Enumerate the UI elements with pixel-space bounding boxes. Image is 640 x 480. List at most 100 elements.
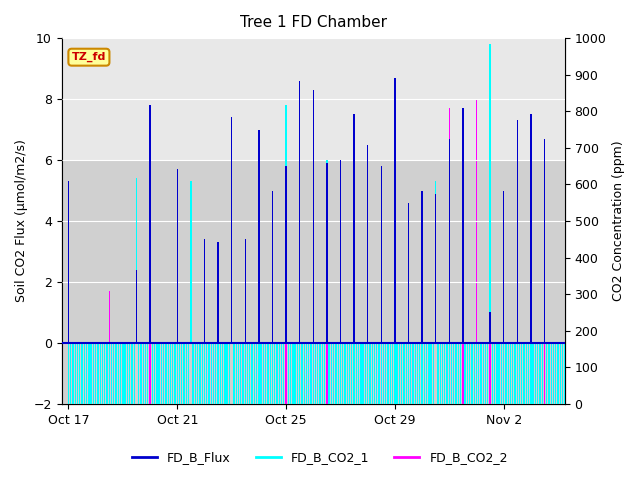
Bar [195,343,196,404]
Bar [410,343,412,404]
Bar [573,343,575,404]
Bar [505,343,507,404]
Bar [147,343,148,404]
Bar [93,343,94,404]
Bar [449,139,450,343]
Bar [421,191,423,343]
Bar [218,343,219,404]
Bar [385,343,387,404]
Bar [95,343,97,404]
Bar [521,343,522,404]
Bar [68,181,69,343]
Bar [240,343,241,404]
Bar [149,252,151,343]
Bar [340,343,341,404]
Bar [231,181,232,343]
Bar [456,343,457,404]
Bar [79,343,81,404]
Bar [97,343,99,404]
Bar [272,191,273,343]
Bar [462,191,463,343]
Bar [136,270,137,343]
Bar [285,343,287,404]
Bar [353,114,355,343]
Bar [358,343,359,404]
Bar [333,343,334,404]
Bar [233,343,235,404]
Bar [449,108,450,343]
Bar [109,291,110,343]
Bar [102,343,103,404]
Bar [222,343,223,404]
Bar [419,343,420,404]
Bar [510,343,511,404]
Bar [249,343,250,404]
Bar [540,343,541,404]
Bar [319,343,321,404]
Bar [177,343,178,404]
Bar [124,343,126,404]
Bar [265,343,266,404]
Bar [86,343,87,404]
Bar [530,114,532,343]
Bar [317,343,319,404]
Bar [503,191,504,343]
Bar [412,343,413,404]
Bar [483,343,484,404]
Bar [244,343,246,404]
Bar [269,343,271,404]
Bar [519,343,520,404]
Bar [213,343,214,404]
Bar [195,343,196,404]
Bar [61,38,565,160]
Bar [421,343,423,404]
Bar [268,343,269,404]
Bar [564,343,566,404]
Bar [290,343,291,404]
Bar [326,163,328,343]
Bar [385,343,387,404]
Bar [256,343,257,404]
Bar [532,343,534,404]
Bar [308,343,309,404]
Bar [68,236,69,343]
Bar [274,343,275,404]
Bar [322,343,323,404]
Bar [503,200,504,343]
Bar [188,343,189,404]
Bar [90,343,92,404]
Bar [337,343,339,404]
Bar [315,343,316,404]
Bar [204,240,205,343]
Bar [227,343,228,404]
Bar [365,343,366,404]
Bar [480,343,482,404]
Bar [253,343,255,404]
Bar [546,343,547,404]
Bar [440,343,441,404]
Bar [471,343,472,404]
Bar [415,343,416,404]
Bar [220,343,221,404]
Bar [145,343,146,404]
Bar [512,343,513,404]
Bar [415,343,416,404]
Bar [278,343,280,404]
Bar [530,343,532,404]
Bar [75,343,76,404]
Bar [218,242,219,343]
Bar [88,343,90,404]
Bar [444,343,445,404]
Bar [356,343,357,404]
Bar [510,343,511,404]
Bar [564,343,566,404]
Bar [283,343,284,404]
Bar [186,343,187,404]
Bar [306,343,307,404]
Bar [371,343,373,404]
Bar [206,343,207,404]
Bar [342,343,344,404]
Bar [299,343,300,404]
Bar [544,157,545,343]
Bar [109,343,110,404]
